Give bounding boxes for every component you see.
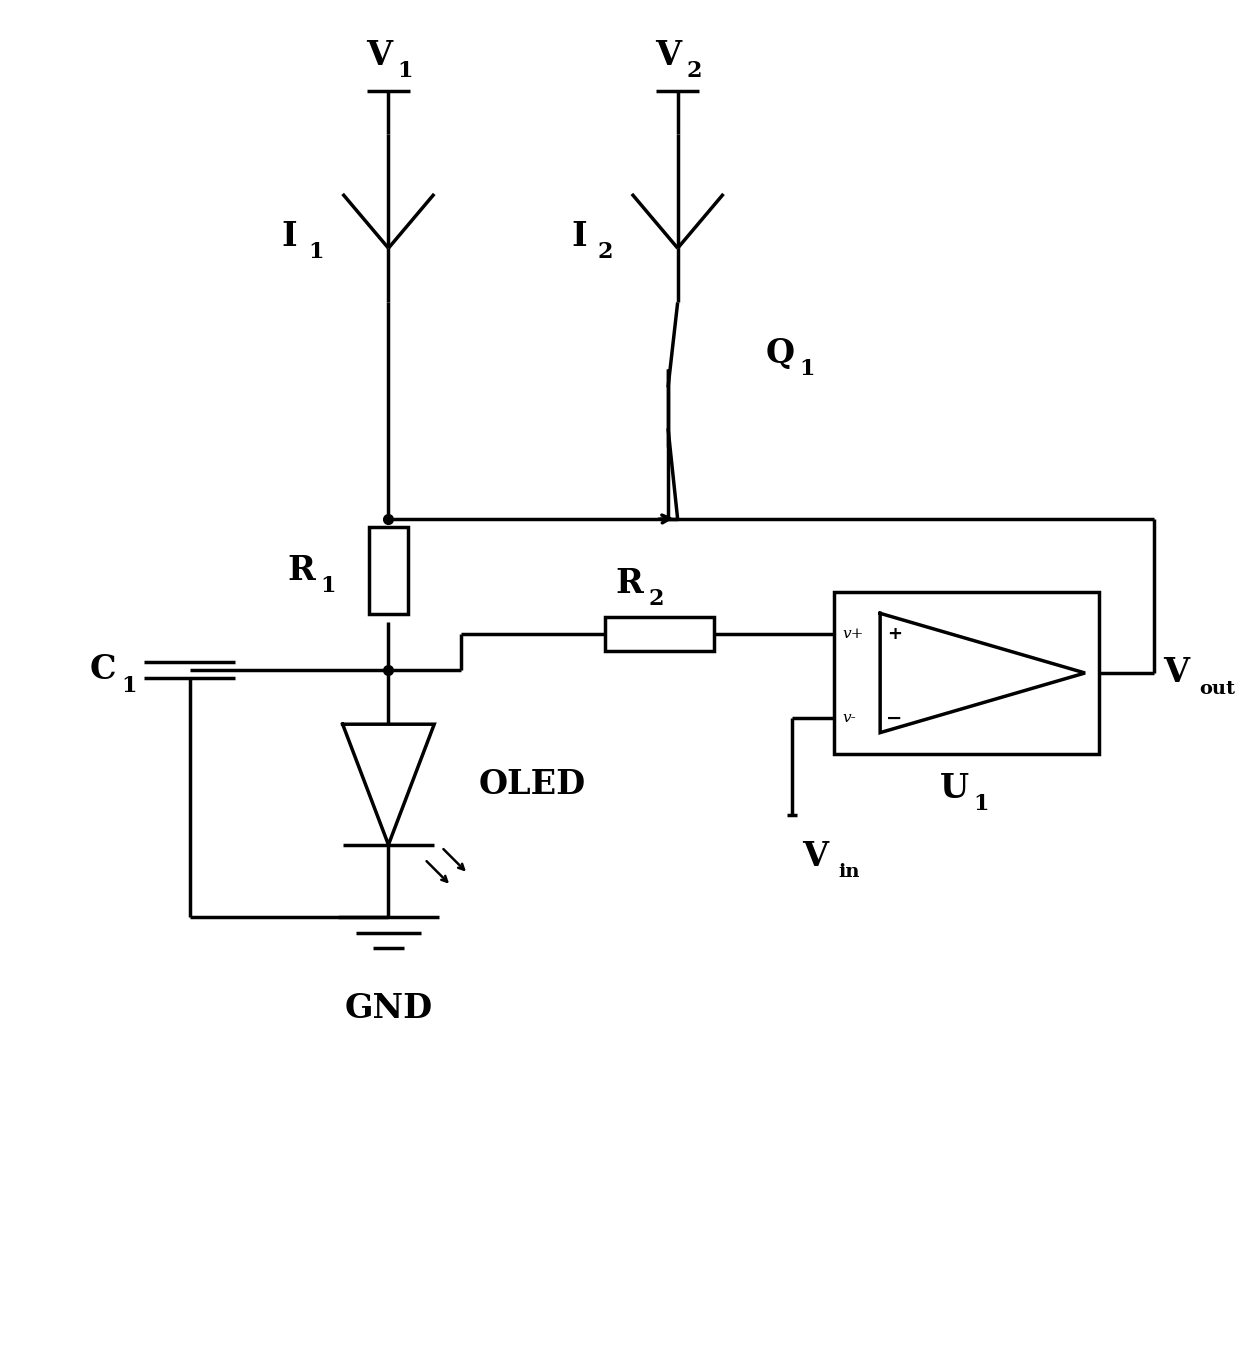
Text: GND: GND [345, 992, 433, 1025]
Text: C: C [89, 653, 117, 687]
Text: v+: v+ [843, 627, 864, 641]
Polygon shape [880, 614, 1085, 733]
Text: 1: 1 [320, 575, 336, 598]
Text: V: V [1163, 657, 1189, 690]
Bar [370, 527, 408, 614]
Text: OLED: OLED [479, 768, 587, 800]
Text: V: V [655, 39, 681, 72]
Text: v-: v- [843, 711, 857, 725]
Text: V: V [366, 39, 392, 72]
Text: 1: 1 [398, 59, 413, 82]
Text: in: in [838, 864, 859, 882]
Text: 1: 1 [122, 675, 138, 696]
Text: U: U [940, 772, 970, 804]
Text: 1: 1 [973, 792, 990, 815]
Text: out: out [1199, 680, 1235, 698]
Text: R: R [288, 554, 316, 587]
Text: 1: 1 [799, 358, 815, 380]
Text: Q: Q [765, 337, 795, 370]
Text: R: R [615, 566, 644, 600]
Text: 2: 2 [687, 59, 702, 82]
Text: I: I [281, 219, 298, 253]
Polygon shape [342, 725, 434, 845]
Bar [835, 592, 1100, 754]
Text: −: − [887, 708, 903, 727]
Text: I: I [572, 219, 587, 253]
Text: V: V [802, 841, 828, 873]
Text: 1: 1 [309, 241, 324, 262]
Bar [605, 617, 714, 650]
Text: +: + [887, 625, 903, 642]
Text: 2: 2 [649, 588, 663, 610]
Text: 2: 2 [598, 241, 613, 262]
